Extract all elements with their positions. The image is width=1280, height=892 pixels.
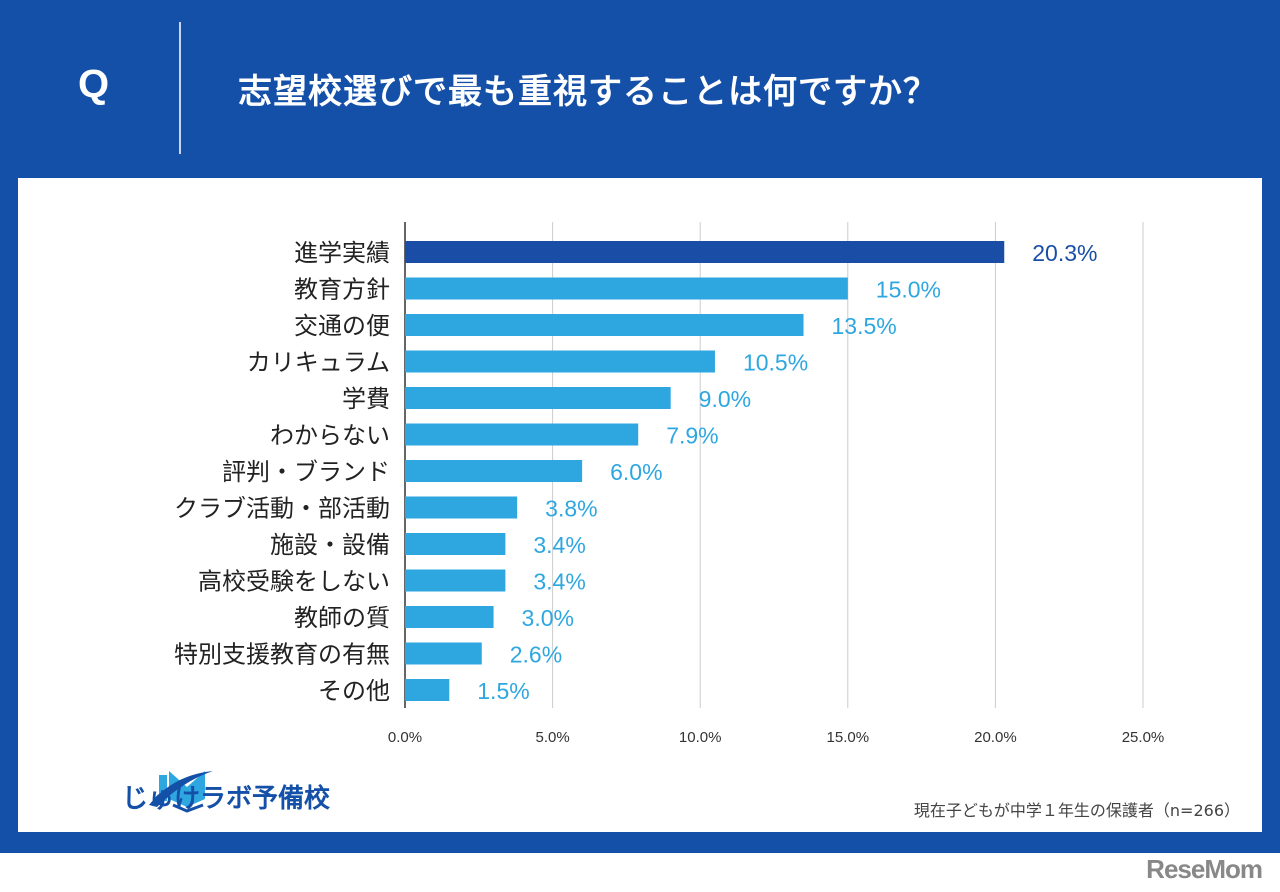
data-label: 3.4% — [533, 569, 585, 595]
bar — [405, 460, 583, 482]
bar — [405, 423, 639, 446]
bar — [405, 277, 848, 300]
x-tick-label: 5.0% — [535, 729, 569, 746]
data-label: 7.9% — [666, 423, 718, 449]
category-label: 特別支援教育の有無 — [174, 641, 390, 669]
data-label: 13.5% — [832, 313, 897, 339]
category-label: 学費 — [342, 385, 390, 413]
category-label: 施設・設備 — [270, 531, 390, 559]
chart-title: 志望校選びで最も重視することは何ですか？ — [238, 72, 938, 112]
category-label: 教育方針 — [294, 276, 390, 304]
logo-text: じゅけラボ予備校 — [122, 784, 331, 814]
data-label: 2.6% — [510, 642, 562, 668]
x-tick-label: 20.0% — [974, 729, 1017, 746]
x-tick-label: 25.0% — [1122, 729, 1165, 746]
data-label: 9.0% — [699, 386, 751, 412]
x-tick-label: 15.0% — [827, 729, 870, 746]
data-label: 1.5% — [477, 678, 529, 704]
bar — [405, 241, 1005, 263]
question-label: Q — [78, 62, 110, 106]
data-label: 3.8% — [545, 496, 597, 522]
bar — [405, 314, 804, 336]
bar — [405, 606, 494, 628]
x-tick-label: 10.0% — [679, 729, 722, 746]
x-tick-label: 0.0% — [388, 729, 422, 746]
category-label: カリキュラム — [247, 349, 390, 377]
logo-book-icon — [149, 771, 213, 813]
data-label: 3.4% — [533, 532, 585, 558]
bar — [405, 387, 671, 409]
sample-note: 現在子どもが中学１年生の保護者（n=266） — [913, 801, 1240, 820]
bar — [405, 533, 506, 555]
category-label: 進学実績 — [294, 239, 390, 267]
bar — [405, 642, 482, 665]
data-label: 3.0% — [522, 605, 574, 631]
data-label: 20.3% — [1032, 240, 1097, 266]
data-label: 15.0% — [876, 277, 941, 303]
data-label: 6.0% — [610, 459, 662, 485]
category-label: 評判・ブランド — [222, 458, 390, 486]
data-label: 10.5% — [743, 350, 808, 376]
bar — [405, 569, 506, 592]
bar — [405, 679, 450, 701]
bar — [405, 350, 715, 373]
category-label: 教師の質 — [294, 604, 390, 632]
watermark: ReseMom — [1146, 854, 1263, 884]
category-label: クラブ活動・部活動 — [174, 495, 390, 523]
category-label: その他 — [318, 677, 390, 705]
category-label: 高校受験をしない — [198, 568, 390, 596]
category-label: わからない — [270, 422, 390, 450]
divider — [179, 22, 181, 154]
bar — [405, 496, 518, 519]
category-label: 交通の便 — [294, 312, 390, 340]
